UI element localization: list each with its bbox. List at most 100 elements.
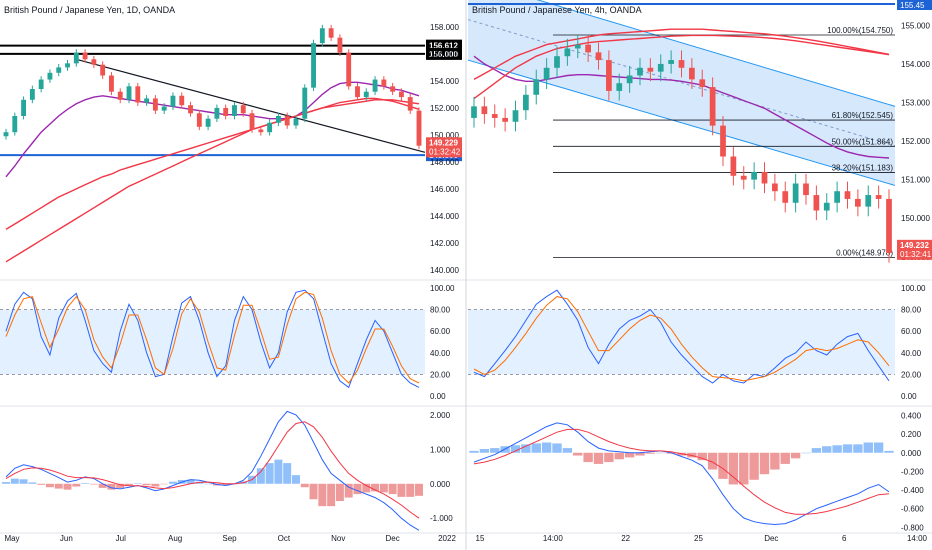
last-price-countdown: 01:32:42 (429, 147, 461, 156)
candle-body (363, 91, 369, 98)
candle-body (554, 56, 560, 68)
candle-body (720, 125, 726, 157)
macd-histogram-bar (406, 483, 415, 497)
macd-histogram-bar (72, 483, 81, 487)
candle-body (398, 91, 404, 98)
macd-histogram-bar (160, 483, 169, 485)
level-tag-label: 156.000 (429, 50, 458, 59)
macd-histogram-bar (770, 452, 780, 470)
moving-average-line (5, 97, 420, 230)
fib-level-label: 38.20%(151.183) (832, 164, 894, 173)
macd-histogram-bar (759, 452, 770, 475)
moving-average-line (473, 28, 890, 81)
candle-body (56, 67, 62, 73)
macd-histogram-bar (142, 483, 151, 486)
candle-body (188, 105, 193, 114)
macd-histogram-bar (107, 483, 116, 490)
macd-histogram-bar (221, 483, 230, 486)
price-axis-tick: 153.000 (901, 99, 930, 108)
macd-axis-tick: 2.000 (430, 411, 451, 420)
macd-histogram-bar (884, 450, 894, 453)
stoch-axis-tick: 0.00 (901, 392, 917, 401)
macd-histogram-bar (19, 479, 28, 484)
candle-body (258, 129, 264, 133)
candle-body (564, 48, 571, 57)
macd-histogram-bar (790, 452, 801, 459)
macd-histogram-bar (274, 459, 283, 484)
macd-histogram-bar (37, 483, 46, 485)
candle-body (214, 107, 220, 119)
candle-body (355, 86, 360, 98)
fib-level-label: 100.00%(154.750) (827, 26, 893, 35)
candle-body (82, 52, 88, 60)
time-axis-tick: Nov (331, 534, 345, 543)
macd-histogram-bar (593, 452, 604, 464)
macd-histogram-bar (54, 483, 63, 489)
macd-histogram-bar (562, 448, 573, 453)
candle-body (886, 198, 892, 253)
macd-axis-tick: 0.200 (901, 430, 922, 439)
trendline (76, 58, 426, 153)
price-axis-tick: 148.000 (430, 158, 459, 167)
macd-axis-tick: -0.200 (901, 467, 924, 476)
macd-histogram-bar (28, 482, 37, 484)
level-tag (426, 47, 462, 60)
macd-histogram-bar (2, 482, 10, 484)
candle-body (240, 105, 246, 114)
macd-histogram-bar (780, 452, 790, 464)
macd-axis-tick: 0.000 (430, 480, 451, 489)
time-axis-tick: Aug (168, 534, 182, 543)
macd-histogram-bar (10, 478, 19, 484)
macd-histogram-bar (397, 483, 406, 497)
candle-body (595, 52, 602, 61)
candle-body (813, 195, 820, 211)
left-chart-panel: 156.612156.000148.500158.000156.000154.0… (0, 5, 462, 543)
candle-body (65, 63, 70, 68)
macd-histogram-bar (45, 483, 54, 488)
candle-body (761, 171, 768, 184)
price-axis-tick: 142.000 (430, 239, 459, 248)
macd-signal-line (473, 428, 890, 515)
candle-body (523, 94, 529, 111)
macd-histogram-bar (309, 483, 318, 500)
price-axis-tick: 158.000 (430, 23, 459, 32)
stoch-k-line (473, 289, 890, 384)
candle-body (416, 110, 422, 146)
candle-body (834, 191, 840, 203)
time-axis-tick: May (4, 534, 19, 543)
stoch-d-line (5, 291, 420, 384)
candle-body (38, 79, 44, 89)
macd-axis-tick: 0.000 (901, 449, 922, 458)
macd-line (5, 410, 420, 531)
fib-level-label: 61.80%(152.545) (832, 111, 894, 120)
stoch-axis-tick: 20.00 (430, 370, 451, 379)
candle-body (337, 37, 343, 53)
candle-body (152, 98, 158, 111)
macd-histogram-bar (151, 483, 160, 487)
macd-axis-tick: 0.400 (901, 411, 922, 420)
macd-histogram-bar (832, 445, 842, 453)
stoch-axis-tick: 100.00 (901, 284, 926, 293)
candle-body (543, 67, 550, 80)
macd-histogram-bar (469, 450, 479, 453)
price-axis-tick: 155.000 (901, 21, 930, 30)
candle-body (170, 95, 176, 107)
time-axis-tick: Oct (278, 534, 291, 543)
macd-histogram-bar (168, 481, 177, 484)
stoch-k-line (5, 289, 420, 389)
macd-histogram-bar (379, 483, 388, 493)
candle-body (47, 72, 53, 80)
macd-histogram-bar (728, 452, 739, 485)
macd-histogram-bar (256, 468, 265, 484)
macd-histogram-bar (388, 483, 397, 495)
channel-upper-line (536, 0, 896, 107)
candle-body (647, 67, 654, 72)
candle-body (471, 106, 477, 118)
candle-body (865, 195, 872, 207)
time-axis-tick: Jul (116, 534, 126, 543)
top-price-tag (897, 0, 932, 10)
macd-histogram-bar (510, 445, 521, 453)
candle-body (293, 118, 299, 126)
candle-body (390, 86, 396, 92)
